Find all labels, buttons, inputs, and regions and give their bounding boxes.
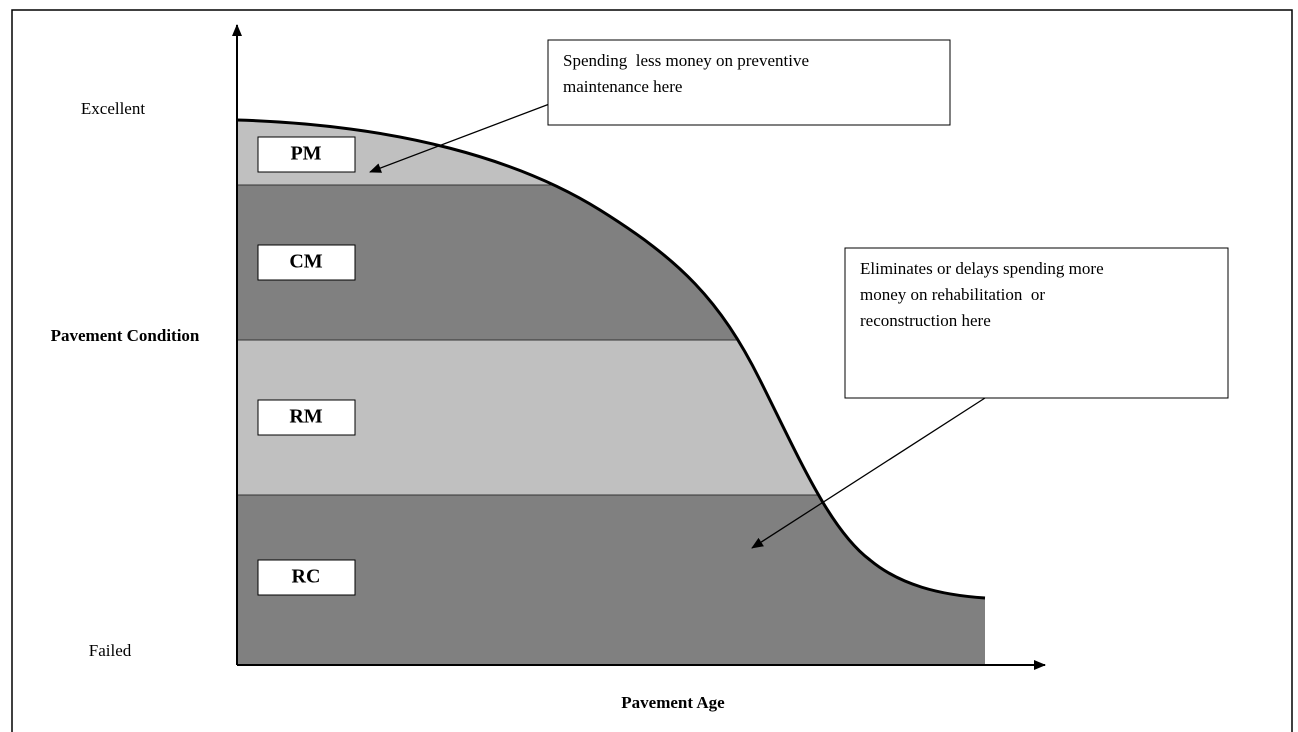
zone-box — [257, 399, 356, 436]
callout-text: reconstruction here — [860, 311, 991, 330]
callout-arrow — [369, 99, 561, 173]
callout-text: maintenance here — [563, 77, 682, 96]
x-axis-label: Pavement Age — [621, 693, 725, 712]
callout-box — [547, 39, 951, 126]
frame — [11, 9, 1293, 732]
zone-box — [257, 244, 356, 281]
callout-text: Eliminates or delays spending more — [860, 259, 1104, 278]
deterioration-curve — [236, 118, 986, 600]
callout-arrow — [751, 397, 986, 549]
y-bottom-label: Failed — [89, 641, 132, 660]
zone-labels: PM CM RM RC — [257, 136, 356, 596]
y-axis-label: Pavement Condition — [51, 326, 200, 345]
callout-box — [844, 247, 1229, 399]
zone-label: RC — [292, 566, 321, 588]
zone-label: PM — [290, 143, 321, 165]
callout-text: Spending less money on preventive — [563, 51, 809, 70]
zone-box — [257, 136, 356, 173]
zone-label: CM — [289, 251, 322, 273]
y-top-label: Excellent — [81, 99, 145, 118]
callout-text: money on rehabilitation or — [860, 285, 1045, 304]
zone-box — [257, 559, 356, 596]
zone-label: RM — [289, 406, 322, 428]
